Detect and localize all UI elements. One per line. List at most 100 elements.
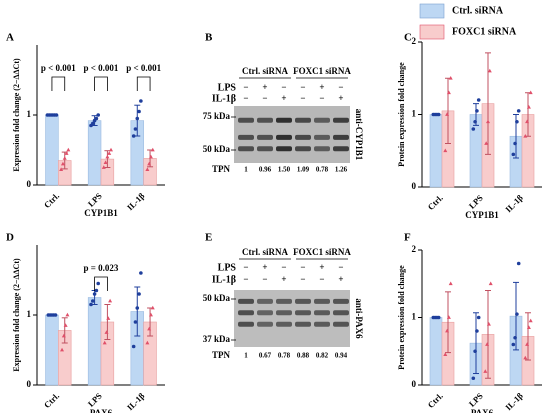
data-point bbox=[486, 322, 491, 326]
tpn-value: 0.67 bbox=[259, 352, 272, 360]
data-point bbox=[445, 328, 450, 333]
protein-band bbox=[276, 310, 292, 316]
protein-band bbox=[257, 310, 273, 316]
data-point bbox=[445, 112, 450, 116]
x-tick-label: Ctrl. bbox=[42, 191, 61, 210]
data-point bbox=[139, 99, 143, 103]
data-point bbox=[101, 165, 106, 169]
data-point bbox=[91, 121, 95, 126]
treatment-sign: − bbox=[262, 93, 267, 103]
y-tick-label: 0 bbox=[27, 179, 32, 189]
data-point bbox=[94, 288, 99, 293]
data-point bbox=[96, 281, 100, 286]
x-tick-label: Ctrl. bbox=[42, 391, 61, 410]
protein-band bbox=[257, 134, 273, 140]
treatment-sign: − bbox=[300, 274, 305, 284]
data-point bbox=[150, 147, 155, 152]
data-point bbox=[475, 109, 479, 113]
data-point bbox=[133, 127, 138, 131]
antibody-label: anti-PAX6 bbox=[354, 298, 364, 339]
tpn-value: 1 bbox=[244, 166, 248, 174]
data-point bbox=[60, 161, 65, 166]
tpn-label: TPN bbox=[212, 164, 231, 174]
tpn-value: 1 bbox=[244, 352, 248, 360]
data-point bbox=[147, 161, 152, 166]
x-tick-label: Ctrl. bbox=[426, 391, 445, 410]
legend-swatch bbox=[419, 3, 445, 19]
treatment-sign: − bbox=[338, 262, 343, 272]
tpn-value: 1.09 bbox=[297, 166, 310, 174]
group-label: Ctrl. siRNA bbox=[242, 247, 288, 257]
data-point bbox=[473, 119, 477, 124]
data-point bbox=[525, 119, 530, 124]
protein-band bbox=[333, 146, 349, 152]
protein-band bbox=[295, 298, 311, 304]
protein-band bbox=[333, 321, 349, 327]
data-point bbox=[523, 134, 528, 138]
treatment-sign: + bbox=[338, 274, 343, 284]
y-tick-label: 1 bbox=[27, 309, 32, 319]
bar bbox=[429, 114, 443, 188]
data-point bbox=[471, 127, 476, 131]
data-point bbox=[135, 306, 140, 310]
treatment-sign: − bbox=[243, 262, 248, 272]
protein-band bbox=[238, 146, 254, 152]
data-point bbox=[54, 113, 59, 117]
data-point bbox=[145, 340, 150, 345]
significance-bracket bbox=[94, 276, 108, 291]
y-tick-label: 0 bbox=[27, 379, 32, 389]
row-label: LPS bbox=[218, 262, 237, 273]
panel-label: F bbox=[404, 232, 411, 244]
row-label: LPS bbox=[218, 82, 237, 93]
data-point bbox=[484, 141, 489, 145]
x-tick-label: LPS bbox=[86, 191, 104, 209]
protein-band bbox=[314, 146, 330, 152]
data-point bbox=[139, 271, 143, 275]
tpn-value: 0.96 bbox=[259, 166, 272, 174]
data-point bbox=[513, 335, 517, 340]
data-point bbox=[91, 299, 95, 303]
data-point bbox=[61, 333, 66, 338]
treatment-sign: − bbox=[319, 93, 324, 103]
protein-band bbox=[276, 146, 292, 152]
data-point bbox=[476, 98, 481, 102]
protein-band bbox=[295, 321, 311, 327]
x-tick-label: IL-1β bbox=[503, 192, 525, 214]
y-tick-label: 0 bbox=[412, 181, 417, 191]
y-axis-label: Protein expression fold change bbox=[397, 62, 406, 167]
marker-label: 50 kDa bbox=[203, 293, 231, 303]
data-point bbox=[96, 113, 100, 117]
data-point bbox=[525, 342, 530, 346]
antibody-label: anti-CYP1B1 bbox=[354, 109, 364, 161]
tpn-value: 1.26 bbox=[335, 166, 348, 174]
data-point bbox=[511, 152, 516, 157]
data-point bbox=[89, 302, 93, 307]
protein-band bbox=[314, 134, 330, 140]
data-point bbox=[133, 320, 138, 324]
marker-label: 75 kDa bbox=[203, 111, 231, 121]
tpn-label: TPN bbox=[212, 350, 231, 360]
x-tick-label: LPS bbox=[467, 193, 485, 211]
panel-label: B bbox=[205, 32, 213, 44]
x-axis-label: PAX6 bbox=[471, 408, 494, 413]
panel-label: D bbox=[6, 232, 14, 244]
protein-band bbox=[295, 134, 311, 140]
protein-band bbox=[276, 134, 292, 140]
bar bbox=[87, 120, 102, 186]
treatment-sign: − bbox=[338, 82, 343, 92]
treatment-sign: + bbox=[319, 82, 324, 92]
data-point bbox=[104, 330, 109, 334]
tpn-value: 0.88 bbox=[297, 352, 310, 360]
tpn-value: 0.78 bbox=[316, 166, 329, 174]
marker-label: 37 kDa bbox=[203, 334, 231, 344]
protein-band bbox=[295, 310, 311, 316]
protein-band bbox=[238, 134, 254, 140]
treatment-sign: + bbox=[319, 262, 324, 272]
y-tick-label: 2 bbox=[412, 244, 417, 254]
data-point bbox=[137, 292, 141, 296]
data-point bbox=[516, 261, 521, 266]
data-point bbox=[92, 292, 97, 296]
annotation: p < 0.001 bbox=[126, 63, 161, 73]
data-point bbox=[511, 342, 516, 347]
data-point bbox=[63, 323, 68, 327]
